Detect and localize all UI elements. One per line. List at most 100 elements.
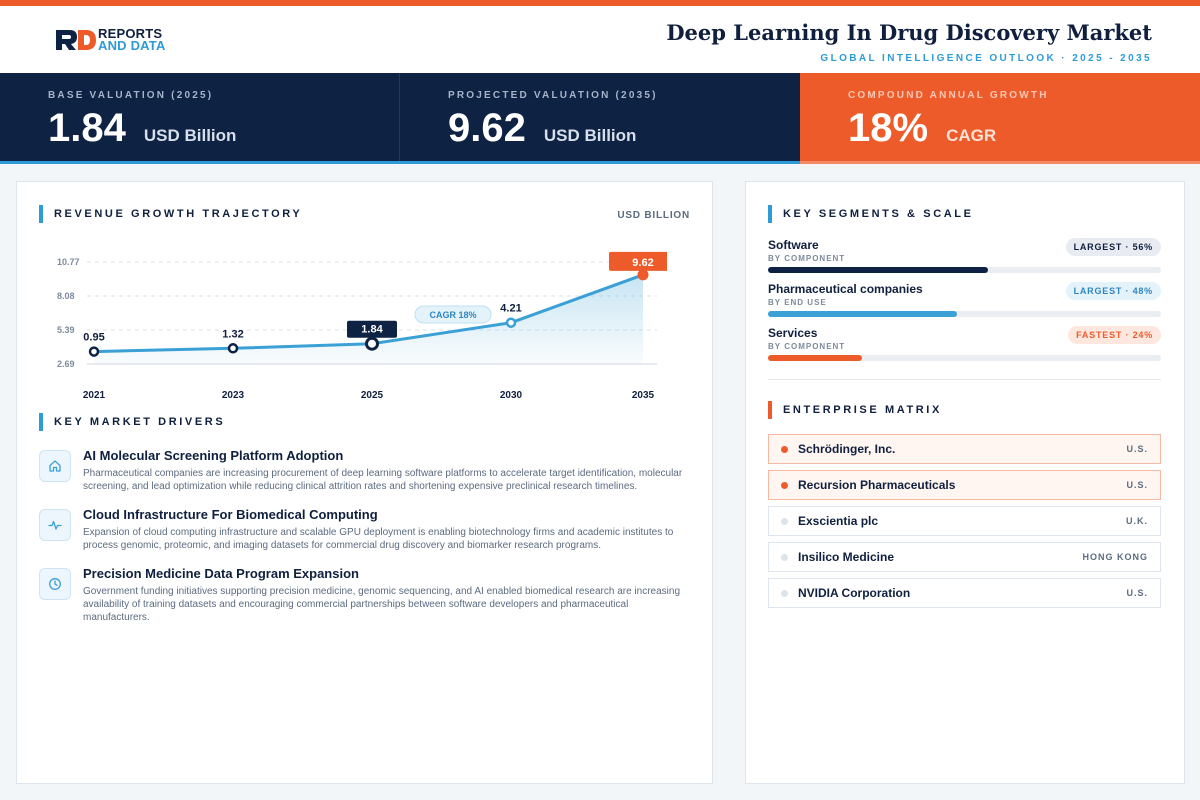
segment-name: Pharmaceutical companies [768, 282, 923, 296]
driver-description: Government funding initiatives supportin… [83, 586, 681, 623]
segments-section-title: KEY SEGMENTS & SCALE [783, 208, 974, 220]
y-tick-label: 8.08 [57, 291, 75, 301]
x-tick-label: 2030 [500, 390, 523, 401]
x-tick-label: 2025 [361, 390, 384, 401]
pulse-icon [39, 509, 71, 541]
kpi-unit: CAGR [946, 126, 997, 145]
company-name: Exscientia plc [798, 514, 879, 528]
segments-section-header: KEY SEGMENTS & SCALE [768, 205, 974, 223]
data-point [365, 336, 379, 351]
company-country: U.S. [1126, 480, 1148, 490]
y-tick-label: 10.77 [57, 257, 80, 267]
kpi-row: BASE VALUATION (2025) 1.84 USD Billion P… [0, 73, 1200, 164]
company-row[interactable]: Insilico Medicine HONG KONG [768, 542, 1161, 572]
data-point [505, 317, 517, 328]
chart-unit-label: USD BILLION [617, 210, 690, 221]
company-row[interactable]: Recursion Pharmaceuticals U.S. [768, 470, 1161, 500]
kpi-projected-valuation: PROJECTED VALUATION (2035) 9.62 USD Bill… [400, 73, 800, 164]
segment-name: Software [768, 238, 819, 252]
section-accent [39, 413, 43, 431]
company-country: U.K. [1126, 516, 1148, 526]
segment-badge: LARGEST · 48% [1065, 282, 1161, 300]
company-dot [781, 553, 788, 561]
driver-title: AI Molecular Screening Platform Adoption [83, 448, 344, 463]
company-country: U.S. [1126, 444, 1148, 454]
driver-item: Cloud Infrastructure For Biomedical Comp… [39, 507, 689, 552]
enterprise-matrix: Schrödinger, Inc. U.S. Recursion Pharmac… [768, 434, 1161, 614]
section-accent [768, 401, 772, 419]
segment-progress-track [768, 267, 1161, 273]
company-dot [781, 445, 788, 453]
data-point [637, 269, 649, 281]
segment-category: BY COMPONENT [768, 254, 846, 263]
kpi-unit: USD Billion [543, 126, 637, 145]
kpi-value: 1.84 [48, 106, 126, 150]
matrix-section-title: ENTERPRISE MATRIX [783, 404, 942, 416]
logo-line2: AND DATA [98, 38, 166, 53]
kpi-divider [399, 73, 400, 161]
data-label: 0.95 [83, 332, 104, 344]
x-tick-label: 2021 [83, 390, 106, 401]
driver-title: Precision Medicine Data Program Expansio… [83, 566, 359, 581]
company-row[interactable]: Schrödinger, Inc. U.S. [768, 434, 1161, 464]
segment-category: BY COMPONENT [768, 342, 846, 351]
data-label: 4.21 [500, 303, 521, 315]
segment-row: Pharmaceutical companies BY END USE LARG… [768, 282, 1161, 326]
data-point [88, 346, 100, 357]
drivers-section-title: KEY MARKET DRIVERS [54, 416, 226, 428]
left-panel: REVENUE GROWTH TRAJECTORY USD BILLION 10… [16, 181, 713, 784]
page-title: Deep Learning In Drug Discovery Market [666, 20, 1152, 45]
header: REPORTS AND DATA Deep Learning In Drug D… [0, 6, 1200, 73]
matrix-section-header: ENTERPRISE MATRIX [768, 401, 942, 419]
logo-line1: REPORTS [98, 26, 163, 41]
segment-category: BY END USE [768, 298, 827, 307]
cagr-annotation-pill [414, 305, 492, 324]
company-dot [781, 589, 788, 597]
company-dot [781, 481, 788, 489]
y-tick-label: 2.69 [57, 359, 75, 369]
logo-mark-icon [56, 30, 96, 50]
company-name: Insilico Medicine [798, 550, 895, 564]
y-tick-label: 5.39 [57, 325, 75, 335]
home-icon [39, 450, 71, 482]
section-accent [768, 205, 772, 223]
kpi-unit: USD Billion [143, 126, 237, 145]
company-country: U.S. [1126, 588, 1148, 598]
segment-badge: LARGEST · 56% [1065, 238, 1161, 256]
segment-badge: FASTEST · 24% [1068, 326, 1161, 344]
data-label: 1.84 [361, 324, 383, 336]
company-row[interactable]: NVIDIA Corporation U.S. [768, 578, 1161, 608]
company-row[interactable]: Exscientia plc U.K. [768, 506, 1161, 536]
data-point [227, 343, 239, 354]
company-name: Recursion Pharmaceuticals [798, 478, 956, 492]
segment-row: Services BY COMPONENT FASTEST · 24% [768, 326, 1161, 370]
company-dot [781, 517, 788, 525]
kpi-value: 18% [848, 106, 929, 150]
driver-title: Cloud Infrastructure For Biomedical Comp… [83, 507, 378, 522]
revenue-section-header: REVENUE GROWTH TRAJECTORY [39, 205, 302, 223]
kpi-value: 9.62 [448, 106, 526, 150]
company-name: Schrödinger, Inc. [798, 442, 896, 456]
kpi-base-valuation: BASE VALUATION (2025) 1.84 USD Billion [0, 73, 400, 164]
segments-list: Software BY COMPONENT LARGEST · 56% Phar… [768, 238, 1161, 370]
driver-item: AI Molecular Screening Platform Adoption… [39, 448, 689, 493]
kpi-cagr: COMPOUND ANNUAL GROWTH 18% CAGR [800, 73, 1200, 164]
company-name: NVIDIA Corporation [798, 586, 911, 600]
drivers-list: AI Molecular Screening Platform Adoption… [39, 448, 689, 638]
page-subtitle: GLOBAL INTELLIGENCE OUTLOOK · 2025 - 203… [820, 53, 1152, 64]
driver-description: Expansion of cloud computing infrastruct… [83, 527, 674, 551]
driver-item: Precision Medicine Data Program Expansio… [39, 566, 689, 624]
data-label: 1.32 [222, 328, 243, 340]
kpi-label: PROJECTED VALUATION (2035) [448, 90, 658, 101]
value-label-box [347, 320, 397, 338]
x-tick-label: 2035 [632, 390, 655, 401]
cagr-annotation-label: CAGR 18% [429, 310, 476, 320]
kpi-label: BASE VALUATION (2025) [48, 90, 214, 101]
company-country: HONG KONG [1082, 552, 1148, 562]
segment-progress-fill [768, 355, 863, 361]
value-label-box [609, 251, 667, 271]
drivers-section-header: KEY MARKET DRIVERS [39, 413, 225, 431]
segment-progress-track [768, 311, 1161, 317]
segment-name: Services [768, 326, 818, 340]
segment-progress-track [768, 355, 1161, 361]
